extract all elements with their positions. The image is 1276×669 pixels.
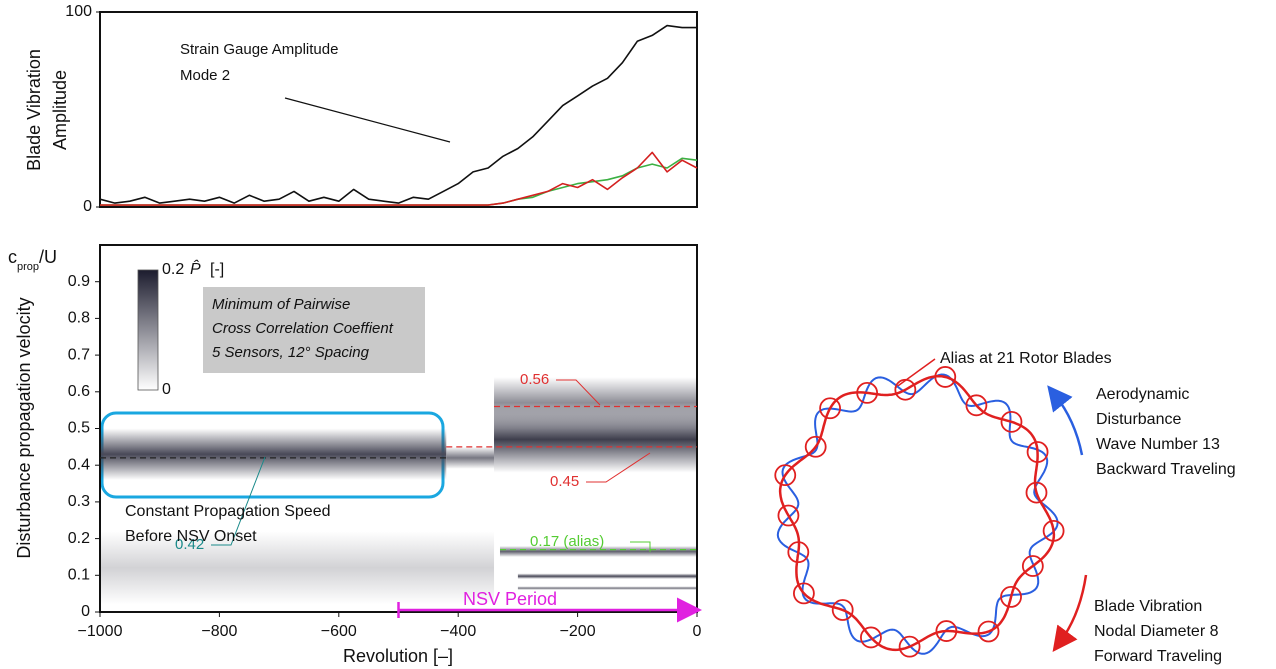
y-tick-label: 0.5: [68, 420, 90, 437]
disturbance-label: Backward Traveling: [1096, 461, 1236, 478]
y-tick-label: 0: [81, 603, 90, 620]
y-unit-part: c: [8, 247, 17, 267]
reference-label: 0.45: [550, 473, 579, 490]
forward-arrow: [1060, 575, 1086, 642]
figure: 0 100 Blade Vibration Amplitude Strain Gauge…: [0, 0, 1276, 669]
annotation: Strain Gauge Amplitude: [180, 41, 338, 58]
colorbar-label: P̂: [190, 259, 201, 279]
y-tick-label: 0.2: [68, 530, 90, 547]
y-tick-label: 0.3: [68, 493, 90, 510]
y-tick-label: 0.8: [68, 310, 90, 327]
density-band: [494, 406, 697, 472]
density-band: [518, 573, 697, 579]
series-line: [100, 158, 697, 205]
y-tick-label: 0.9: [68, 273, 90, 290]
vibration-label: Blade Vibration: [1094, 598, 1202, 615]
y-tick-label: 0.1: [68, 567, 90, 584]
x-axis-label: Revolution [–]: [343, 646, 453, 666]
amplitude-chart: 0 100 Blade Vibration Amplitude Strain Gauge…: [24, 3, 697, 215]
disturbance-wave: [778, 375, 1058, 654]
y-tick-label: 0.6: [68, 383, 90, 400]
legend-text: Cross Correlation Coeffient: [212, 320, 394, 337]
y-unit: cprop/U: [8, 247, 57, 273]
x-tick-label: −800: [201, 623, 237, 640]
series-line: [100, 152, 697, 205]
x-tick-label: 0: [693, 623, 702, 640]
reference-label: 0.17 (alias): [530, 533, 604, 550]
annotation: Constant Propagation Speed: [125, 503, 330, 520]
propagation-chart: 0 0.1 0.2 0.3 0.4 0.5 0.6 0.7 0.8 0.9 −1000 −800 −60…: [8, 245, 702, 666]
x-tick-label: −400: [440, 623, 476, 640]
alias-label: Alias at 21 Rotor Blades: [940, 350, 1112, 367]
nsv-label: NSV Period: [463, 589, 557, 609]
colorbar-label: [-]: [210, 261, 224, 278]
y-axis-label: Blade Vibration: [24, 49, 44, 171]
y-unit-part: /U: [39, 247, 57, 267]
density-band: [100, 429, 446, 480]
legend-text: 5 Sensors, 12° Spacing: [212, 344, 370, 361]
annotation: Mode 2: [180, 67, 230, 84]
annotation-leader: [285, 98, 450, 142]
disturbance-label: Disturbance: [1096, 411, 1181, 428]
y-unit-part: prop: [17, 261, 39, 273]
x-tick-label: −600: [321, 623, 357, 640]
x-tick-label: −1000: [78, 623, 123, 640]
vibration-label: Forward Traveling: [1094, 648, 1222, 665]
reference-label: 0.56: [520, 371, 549, 388]
y-axis-label: Amplitude: [50, 70, 70, 150]
colorbar: [138, 270, 158, 390]
annotation: Before NSV Onset: [125, 528, 257, 545]
blade-diagram: Alias at 21 Rotor Blades Aerodynamic Dis…: [775, 350, 1235, 665]
y-tick-label: 100: [65, 3, 92, 20]
x-tick-label: −200: [560, 623, 596, 640]
backward-arrow: [1055, 395, 1082, 455]
legend-text: Minimum of Pairwise: [212, 296, 350, 313]
y-tick-label: 0.7: [68, 346, 90, 363]
colorbar-tick-label: 0: [162, 381, 171, 398]
vibration-wave: [780, 376, 1054, 650]
density-band: [446, 447, 494, 469]
y-axis-label: Disturbance propagation velocity: [14, 297, 34, 558]
y-tick-label: 0.4: [68, 456, 90, 473]
disturbance-label: Aerodynamic: [1096, 386, 1189, 403]
y-tick-label: 0: [83, 198, 92, 215]
vibration-label: Nodal Diameter 8: [1094, 623, 1219, 640]
disturbance-label: Wave Number 13: [1096, 436, 1220, 453]
colorbar-tick-label: 0.2: [162, 261, 184, 278]
density-bands: [100, 377, 697, 605]
